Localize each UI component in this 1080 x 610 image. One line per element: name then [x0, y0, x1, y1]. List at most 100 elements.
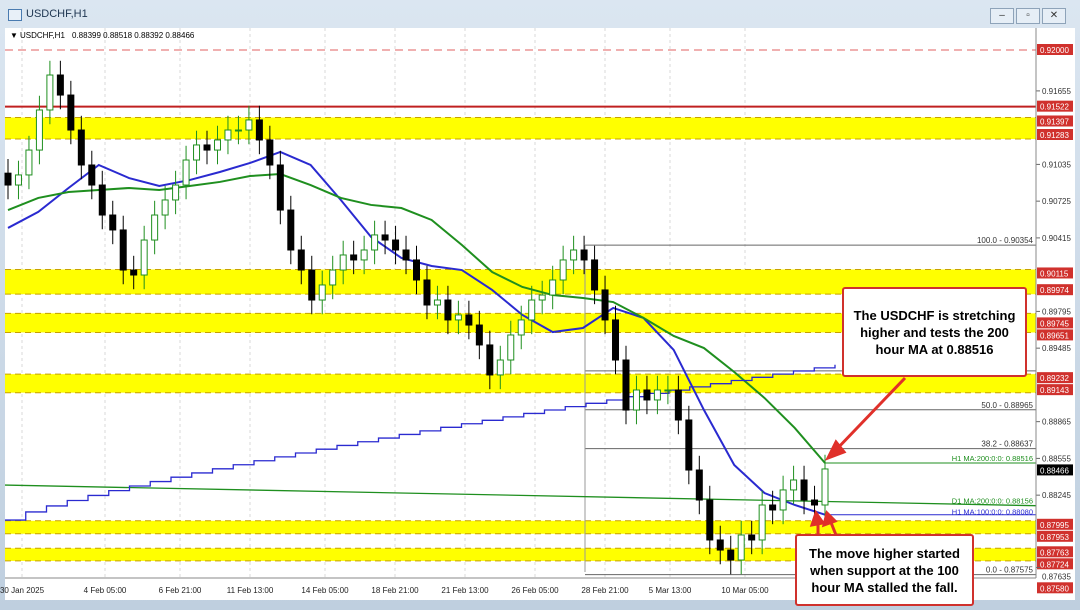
- x-tick-label: 28 Feb 21:00: [581, 586, 629, 595]
- candle-body: [402, 249, 410, 261]
- y-tick-label: 0.90725: [1042, 197, 1071, 206]
- candle-body: [182, 159, 190, 186]
- y-tick-label: 0.87635: [1042, 572, 1071, 581]
- x-tick-label: 26 Feb 05:00: [511, 586, 559, 595]
- arrowhead-icon: [809, 509, 826, 527]
- candle-body: [350, 254, 358, 261]
- candle-body: [193, 144, 201, 161]
- moving-average-line: [5, 364, 836, 521]
- candle-body: [549, 279, 557, 296]
- symbol-label: USDCHF,H1: [20, 31, 65, 40]
- price-level-label: 0.87580: [1040, 584, 1069, 593]
- candle-body: [790, 479, 798, 491]
- y-tick-label: 0.88555: [1042, 454, 1071, 463]
- candle-body: [779, 489, 787, 511]
- candle-body: [172, 184, 180, 201]
- close-button[interactable]: ✕: [1042, 8, 1066, 24]
- candle-body: [413, 259, 420, 281]
- x-tick-label: 14 Feb 05:00: [301, 586, 349, 595]
- ma-label: H1 MA:200:0:0: 0.88516: [952, 454, 1033, 463]
- candle-body: [46, 74, 54, 111]
- current-price-badge: [1037, 464, 1073, 476]
- support-resistance-zone: [5, 117, 1036, 140]
- candle-body: [224, 129, 232, 141]
- annotation-top-text: The USDCHF is stretching higher and test…: [853, 307, 1016, 357]
- moving-average-line: [4, 484, 1037, 507]
- candle-body: [664, 389, 672, 392]
- candle-body: [119, 229, 127, 271]
- x-tick-label: 4 Feb 05:00: [84, 586, 127, 595]
- candle-body: [674, 389, 682, 421]
- candle-body: [329, 269, 337, 286]
- annotation-bottom-text: The move higher started when support at …: [809, 545, 960, 595]
- candle-body: [821, 468, 829, 506]
- price-level-badge: [1037, 546, 1073, 558]
- candle-body: [381, 234, 389, 241]
- candle-body: [685, 419, 693, 471]
- candle-body: [643, 389, 651, 401]
- y-tick-label: 0.90415: [1042, 234, 1071, 243]
- candle-body: [528, 299, 536, 321]
- price-level-badge: [1037, 115, 1073, 127]
- minimize-button[interactable]: –: [990, 8, 1014, 24]
- x-tick-label: 30 Jan 2025: [0, 586, 45, 595]
- candle-body: [56, 74, 64, 96]
- candle-body: [161, 199, 169, 216]
- candle-body: [98, 184, 106, 216]
- candle-body: [496, 359, 504, 376]
- price-level-label: 0.89745: [1040, 319, 1069, 328]
- candle-body: [591, 259, 599, 291]
- candle-body: [486, 344, 494, 376]
- candle-body: [88, 164, 96, 186]
- price-level-badge: [1037, 384, 1073, 396]
- price-level-badge: [1037, 518, 1073, 530]
- price-level-label: 0.89651: [1040, 331, 1069, 340]
- x-tick-label: 18 Feb 21:00: [371, 586, 419, 595]
- support-resistance-zone: [5, 374, 1036, 393]
- fib-level-label: 50.0 - 0.88965: [981, 401, 1033, 410]
- candle-body: [423, 279, 431, 306]
- price-level-label: 0.89143: [1040, 386, 1069, 395]
- candle-body: [653, 389, 661, 401]
- arrowhead-icon: [821, 510, 838, 528]
- candle-body: [444, 299, 452, 321]
- candle-body: [213, 139, 221, 151]
- candle-body: [140, 239, 148, 276]
- price-level-badge: [1037, 100, 1073, 112]
- window-title: USDCHF,H1: [26, 8, 88, 20]
- price-level-badge: [1037, 317, 1073, 329]
- candle-body: [580, 249, 588, 261]
- price-level-label: 0.87953: [1040, 533, 1069, 542]
- price-level-label: 0.91522: [1040, 103, 1069, 112]
- candle-body: [14, 174, 22, 186]
- candle-body: [706, 499, 714, 541]
- y-tick-label: 0.91035: [1042, 160, 1071, 169]
- price-level-badge: [1037, 530, 1073, 542]
- candle-body: [318, 284, 326, 301]
- restore-button[interactable]: ▫: [1016, 8, 1040, 24]
- x-tick-label: 11 Feb 13:00: [227, 586, 274, 595]
- y-tick-label: 0.89795: [1042, 307, 1071, 316]
- candle-body: [800, 479, 808, 501]
- price-level-label: 0.92000: [1040, 46, 1069, 55]
- ma-label: H1 MA:100:0:0: 0.88080: [952, 508, 1033, 517]
- arrowhead-icon: [824, 439, 847, 461]
- support-resistance-zone: [5, 548, 1036, 561]
- candle-body: [454, 314, 462, 321]
- price-level-badge: [1037, 44, 1073, 55]
- candle-body: [35, 109, 43, 151]
- ma-label: D1 MA:200:0:0: 0.88156: [952, 497, 1033, 506]
- candle-body: [811, 499, 819, 506]
- candle-body: [727, 549, 735, 561]
- candle-body: [130, 269, 138, 276]
- y-tick-label: 0.91655: [1042, 87, 1071, 96]
- x-tick-label: 10 Mar 05:00: [721, 586, 769, 595]
- candle-body: [25, 149, 33, 176]
- candle-body: [748, 534, 756, 541]
- y-tick-label: 0.89485: [1042, 344, 1071, 353]
- candle-body: [297, 249, 305, 271]
- candle-body: [433, 299, 441, 306]
- ohlc-readout: 0.88399 0.88518 0.88392 0.88466: [72, 31, 195, 40]
- candle-body: [612, 319, 620, 361]
- candle-body: [339, 254, 347, 271]
